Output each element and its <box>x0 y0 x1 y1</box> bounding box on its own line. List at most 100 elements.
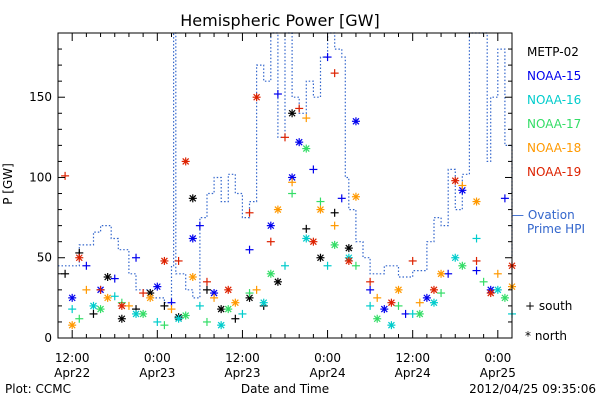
x-tick-day: Apr25 <box>480 366 516 380</box>
noaa-16-point <box>451 253 460 262</box>
noaa-15-point <box>82 261 91 270</box>
metp-02-point <box>302 224 311 233</box>
x-tick-time: 0:00 <box>314 351 341 365</box>
noaa-16-point <box>493 285 502 294</box>
noaa-15-point <box>266 221 275 230</box>
noaa-15-point <box>132 253 141 262</box>
noaa-15-point <box>401 309 410 318</box>
metp-02-point <box>103 273 112 281</box>
noaa-16-point <box>387 321 396 330</box>
noaa-17-point <box>266 269 275 278</box>
noaa-16-point <box>174 314 183 323</box>
noaa-15-point <box>188 234 197 243</box>
timestamp: 2012/04/25 09:35:06 <box>469 382 596 396</box>
x-tick-time: 0:00 <box>484 351 511 365</box>
noaa-18-point <box>330 221 339 230</box>
noaa-19-point <box>117 301 126 310</box>
noaa-17-point <box>224 305 233 314</box>
noaa-19-point <box>330 69 339 78</box>
noaa-19-point <box>96 285 105 294</box>
noaa-17-point <box>330 240 339 249</box>
noaa-15-point <box>444 269 453 278</box>
noaa-17-point <box>139 309 148 318</box>
y-tick-label: 150 <box>29 90 52 104</box>
noaa-16-point <box>366 301 375 310</box>
chart-title: Hemispheric Power [GW] <box>180 11 379 30</box>
noaa-17-point <box>458 261 467 270</box>
x-tick-time: 0:00 <box>144 351 171 365</box>
metp-02-point <box>117 314 126 323</box>
noaa-18-point <box>210 293 219 302</box>
noaa-18-point <box>316 205 325 214</box>
noaa-18-point <box>493 269 502 278</box>
legend-ovation-line1: — Ovation <box>512 208 575 222</box>
noaa-15-point <box>323 53 332 62</box>
metp-02-point <box>217 305 226 314</box>
noaa-19-point <box>61 171 70 180</box>
metp-02-point <box>288 109 297 118</box>
noaa-15-point <box>110 274 119 283</box>
x-tick-day: Apr23 <box>139 366 175 380</box>
noaa-19-point <box>408 256 417 265</box>
noaa-15-point <box>458 186 467 195</box>
noaa-16-point <box>302 234 311 243</box>
legend-noaa-18: NOAA-18 <box>527 141 581 155</box>
noaa-15-point <box>500 194 509 203</box>
noaa-15-point <box>295 138 304 147</box>
noaa-18-point <box>302 114 311 123</box>
x-tick-day: Apr23 <box>224 366 260 380</box>
noaa-16-point <box>110 292 119 301</box>
x-axis-label: Date and Time <box>241 382 329 396</box>
noaa-19-point <box>309 237 318 246</box>
noaa-17-point <box>415 309 424 318</box>
noaa-16-point <box>259 298 268 307</box>
noaa-19-point <box>429 285 438 294</box>
noaa-19-point <box>202 277 211 286</box>
noaa-17-point <box>479 277 488 286</box>
noaa-16-point <box>153 317 162 326</box>
noaa-19-point <box>366 277 375 286</box>
noaa-16-point <box>429 298 438 307</box>
y-tick-label: 100 <box>29 170 52 184</box>
noaa-16-point <box>68 305 77 314</box>
noaa-19-point <box>224 285 233 294</box>
noaa-16-point <box>472 234 481 243</box>
noaa-18-point <box>82 285 91 294</box>
metp-02-point <box>160 301 169 310</box>
legend-noaa-19: NOAA-19 <box>527 165 581 179</box>
noaa-17-point <box>437 289 446 298</box>
noaa-19-point <box>75 253 84 262</box>
noaa-19-point <box>139 289 148 298</box>
noaa-19-point <box>266 237 275 246</box>
noaa-17-point <box>75 314 84 323</box>
metp-02-point <box>231 314 240 323</box>
noaa-18-point <box>103 293 112 302</box>
noaa-15-point <box>422 293 431 302</box>
noaa-17-point <box>500 293 509 302</box>
noaa-19-point <box>451 176 460 185</box>
legend-ovation-line2: Prime HPI <box>527 222 585 236</box>
noaa-18-point <box>458 181 467 190</box>
noaa-19-point <box>472 256 481 265</box>
noaa-18-point <box>124 301 133 310</box>
points-layer <box>61 53 516 330</box>
x-tick-day: Apr24 <box>310 366 346 380</box>
y-tick-label: 50 <box>37 251 52 265</box>
noaa-17-point <box>373 314 382 323</box>
noaa-15-point <box>366 285 375 294</box>
noaa-19-point <box>387 298 396 307</box>
y-axis: 0 50 100 150 <box>29 32 512 345</box>
noaa-16-point <box>217 321 226 330</box>
x-tick-day: Apr24 <box>395 366 431 380</box>
noaa-15-point <box>472 266 481 275</box>
noaa-18-point <box>351 192 360 201</box>
noaa-18-point <box>146 293 155 302</box>
noaa-19-point <box>181 157 190 166</box>
noaa-18-point <box>188 273 197 281</box>
noaa-18-point <box>437 269 446 278</box>
noaa-15-point <box>273 90 282 98</box>
noaa-15-point <box>337 194 346 203</box>
noaa-16-point <box>89 301 98 310</box>
noaa-18-point <box>288 178 297 187</box>
